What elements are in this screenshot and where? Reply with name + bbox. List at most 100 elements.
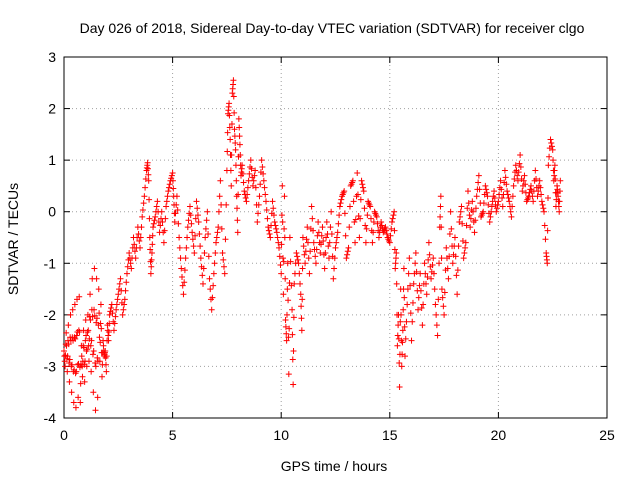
y-tick-label: 2 [48,101,56,117]
data-point-interp [360,184,367,191]
data-point [137,244,144,251]
data-point-interp [499,194,506,201]
data-point-interp [137,234,144,241]
data-point-interp [84,346,91,353]
data-point [108,301,115,308]
data-point [534,193,541,200]
data-point-interp [173,201,180,208]
y-tick-label: -3 [44,358,57,374]
data-point-interp [282,275,289,282]
data-point-interp [255,201,262,208]
data-point [113,306,120,313]
data-point-interp [290,314,297,321]
data-point-interp [465,200,472,207]
data-point-interp [280,258,287,265]
data-point [402,353,409,360]
data-point [510,182,517,189]
data-point [200,280,207,287]
data-point-interp [224,148,231,155]
data-point-interp [177,255,184,262]
data-point-interp [144,165,151,172]
data-point-interp [541,222,548,229]
data-point-interp [287,258,294,265]
data-point [235,115,242,122]
data-point [406,255,413,262]
data-point-interp [454,267,461,274]
data-point-interp [232,139,239,146]
data-point [388,219,395,226]
data-point-interp [357,215,364,222]
data-point-interp [555,203,562,210]
data-point-interp [231,109,238,116]
data-point-interp [286,325,293,332]
data-point [410,280,417,287]
data-point-interp [202,225,209,232]
data-point-interp [344,248,351,255]
data-point-interp [94,354,101,361]
data-point [210,270,217,277]
data-point-interp [228,151,235,158]
data-point [319,224,326,231]
data-point [473,193,480,200]
data-point [293,249,300,256]
data-point [139,213,146,220]
data-point-interp [112,313,119,320]
data-point-interp [201,249,208,256]
data-point-interp [296,270,303,277]
data-point [298,327,305,334]
data-point [252,167,259,174]
data-point [285,371,292,378]
data-point [437,193,444,200]
data-point-interp [401,323,408,330]
data-point-interp [352,216,359,223]
data-point [532,167,539,174]
data-point-interp [548,143,555,150]
data-point-interp [123,279,130,286]
data-point-interp [298,315,305,322]
data-point-interp [146,215,153,222]
data-point [315,219,322,226]
data-point-interp [211,260,218,267]
data-point-interp [346,224,353,231]
data-point [83,363,90,370]
data-point-interp [64,353,71,360]
data-point-interp [181,279,188,286]
data-point [117,275,124,282]
data-point [471,229,478,236]
data-point [169,170,176,177]
x-tick-label: 5 [169,427,177,443]
data-point [504,188,511,195]
data-point [527,182,534,189]
data-point [391,208,398,215]
data-point-interp [472,217,479,224]
data-point-interp [304,239,311,246]
data-point [226,100,233,107]
data-point [334,229,341,236]
data-point-interp [550,157,557,164]
data-point-interp [354,191,361,198]
data-point [105,337,112,344]
data-point [493,208,500,215]
data-point-interp [417,287,424,294]
data-point [228,182,235,189]
data-point [230,77,237,84]
data-point [63,329,70,336]
data-point-interp [151,217,158,224]
data-point-interp [405,270,412,277]
data-point-interp [281,225,288,232]
data-point-interp [426,251,433,258]
data-point-interp [192,232,199,239]
data-point [178,265,185,272]
data-point-interp [262,191,269,198]
data-point-interp [109,310,116,317]
data-point-interp [263,206,270,213]
data-point-interp [218,225,225,232]
data-point [94,394,101,401]
data-point-interp [551,167,558,174]
data-point-interp [236,124,243,131]
data-point-interp [189,236,196,243]
data-point [373,213,380,220]
data-point-interp [96,310,103,317]
data-point [160,239,167,246]
data-point [276,244,283,251]
